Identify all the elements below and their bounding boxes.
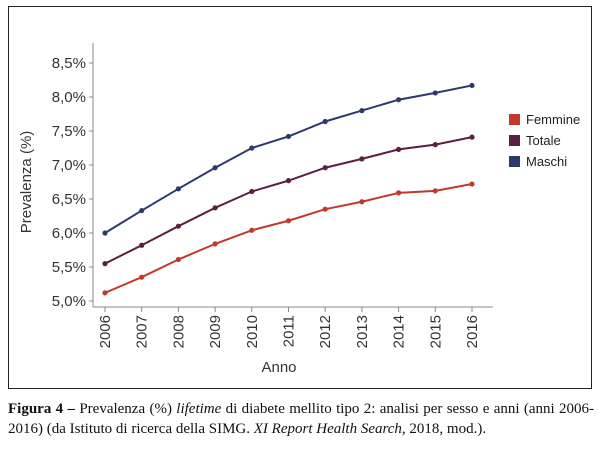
legend-label-femmine: Femmine (526, 112, 580, 127)
y-tick-label: 6,0% (52, 225, 86, 242)
data-point (432, 90, 438, 96)
series-line-maschi (104, 84, 473, 234)
caption-italic-source: XI Report Health Search (253, 421, 402, 437)
caption-label: Figura 4 – (8, 401, 75, 417)
x-tick-label: 2007 (134, 315, 151, 348)
caption-text-middle: di diabete mellito tipo 2: analisi per s… (8, 401, 595, 437)
x-tick-label: 2008 (170, 315, 187, 348)
legend-label-maschi: Maschi (526, 154, 567, 169)
y-tick-label: 8,0% (52, 89, 86, 106)
x-axis-title: Anno (261, 359, 296, 376)
caption-text-before: Prevalenza (%) (75, 401, 177, 417)
legend-swatch-maschi (509, 156, 520, 167)
data-point (359, 108, 365, 114)
x-tick-label: 2010 (244, 315, 261, 348)
data-point (396, 190, 402, 196)
legend-swatch-femmine (509, 114, 520, 125)
data-point (102, 230, 108, 236)
y-tick-label: 7,0% (52, 157, 86, 174)
data-point (322, 165, 328, 171)
data-point (432, 188, 438, 194)
data-point (249, 188, 255, 195)
x-tick-label: 2011 (281, 315, 298, 347)
data-point (249, 145, 255, 151)
y-tick-label: 6,5% (52, 191, 86, 208)
data-point (469, 82, 475, 89)
data-point (139, 242, 145, 248)
data-point (322, 206, 328, 212)
y-tick-label: 5,0% (52, 293, 86, 310)
data-point (396, 97, 402, 103)
x-tick-label: 2009 (207, 315, 224, 348)
chart-svg: 5,0% 5,5% 6,0% 6,5% 7,0% 7,5% 8,0% 8,5% 2006 2007… (18, 43, 580, 376)
data-point (396, 146, 402, 152)
data-point (285, 178, 292, 184)
data-point (285, 218, 292, 224)
data-point (322, 118, 328, 125)
legend-label-totale: Totale (526, 133, 561, 148)
data-point (175, 256, 181, 263)
y-axis-title: Prevalenza (%) (18, 131, 35, 234)
data-point (102, 261, 108, 267)
data-point (469, 134, 475, 140)
data-point (285, 133, 292, 140)
x-tick-label: 2014 (391, 315, 408, 348)
x-tick-label: 2016 (464, 315, 481, 348)
data-point (359, 156, 365, 162)
data-point (102, 290, 108, 296)
x-tick-label: 2013 (354, 315, 371, 348)
data-point (212, 241, 218, 247)
y-tick-label: 7,5% (52, 123, 86, 140)
caption-text-after: , 2018, mod.). (401, 421, 487, 437)
chart-frame: 5,0% 5,5% 6,0% 6,5% 7,0% 7,5% 8,0% 8,5% 2006 2007… (8, 6, 592, 389)
y-tick-label: 5,5% (52, 259, 86, 276)
data-point (469, 181, 475, 187)
x-tick-label: 2006 (97, 315, 114, 348)
data-point (139, 207, 145, 214)
x-tick-label: 2015 (427, 315, 444, 348)
data-point (139, 274, 145, 280)
data-point (212, 165, 218, 171)
data-point (175, 186, 181, 192)
y-tick-label: 8,5% (52, 55, 86, 72)
data-point (249, 227, 255, 233)
legend-swatch-totale (509, 135, 520, 146)
data-point (432, 142, 438, 148)
x-tick-label: 2012 (317, 315, 334, 348)
data-point (359, 199, 365, 205)
figure-caption: Figura 4 – Prevalenza (%) lifetime di di… (8, 399, 594, 439)
data-point (175, 223, 181, 229)
data-point (212, 205, 218, 211)
caption-italic-term: lifetime (176, 401, 222, 417)
